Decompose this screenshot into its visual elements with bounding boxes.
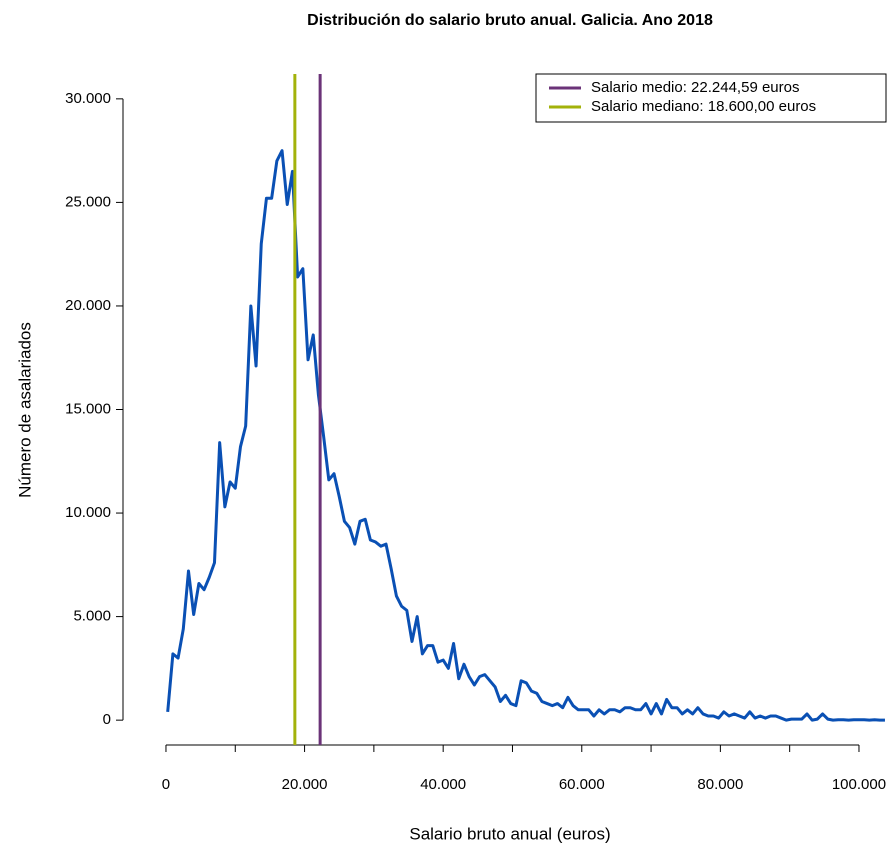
x-tick-label: 80.000 bbox=[697, 776, 743, 793]
y-tick-label: 10.000 bbox=[65, 504, 111, 521]
y-tick-label: 20.000 bbox=[65, 297, 111, 314]
y-tick-label: 25.000 bbox=[65, 193, 111, 210]
x-axis-label: Salario bruto anual (euros) bbox=[409, 824, 610, 843]
x-tick-label: 0 bbox=[162, 776, 170, 793]
legend-label: Salario mediano: 18.600,00 euros bbox=[591, 98, 816, 115]
x-tick-label: 60.000 bbox=[559, 776, 605, 793]
data-line bbox=[166, 149, 885, 722]
legend-label: Salario medio: 22.244,59 euros bbox=[591, 79, 799, 96]
y-axis-label: Número de asalariados bbox=[15, 322, 34, 498]
x-tick-label: 100.000 bbox=[832, 776, 886, 793]
x-tick-label: 40.000 bbox=[420, 776, 466, 793]
y-tick-label: 30.000 bbox=[65, 90, 111, 107]
y-tick-label: 5.000 bbox=[73, 608, 111, 625]
y-tick-label: 0 bbox=[103, 711, 111, 728]
chart-title: Distribución do salario bruto anual. Gal… bbox=[307, 12, 713, 29]
legend-box bbox=[535, 73, 887, 123]
y-tick-label: 15.000 bbox=[65, 400, 111, 417]
x-tick-label: 20.000 bbox=[282, 776, 328, 793]
